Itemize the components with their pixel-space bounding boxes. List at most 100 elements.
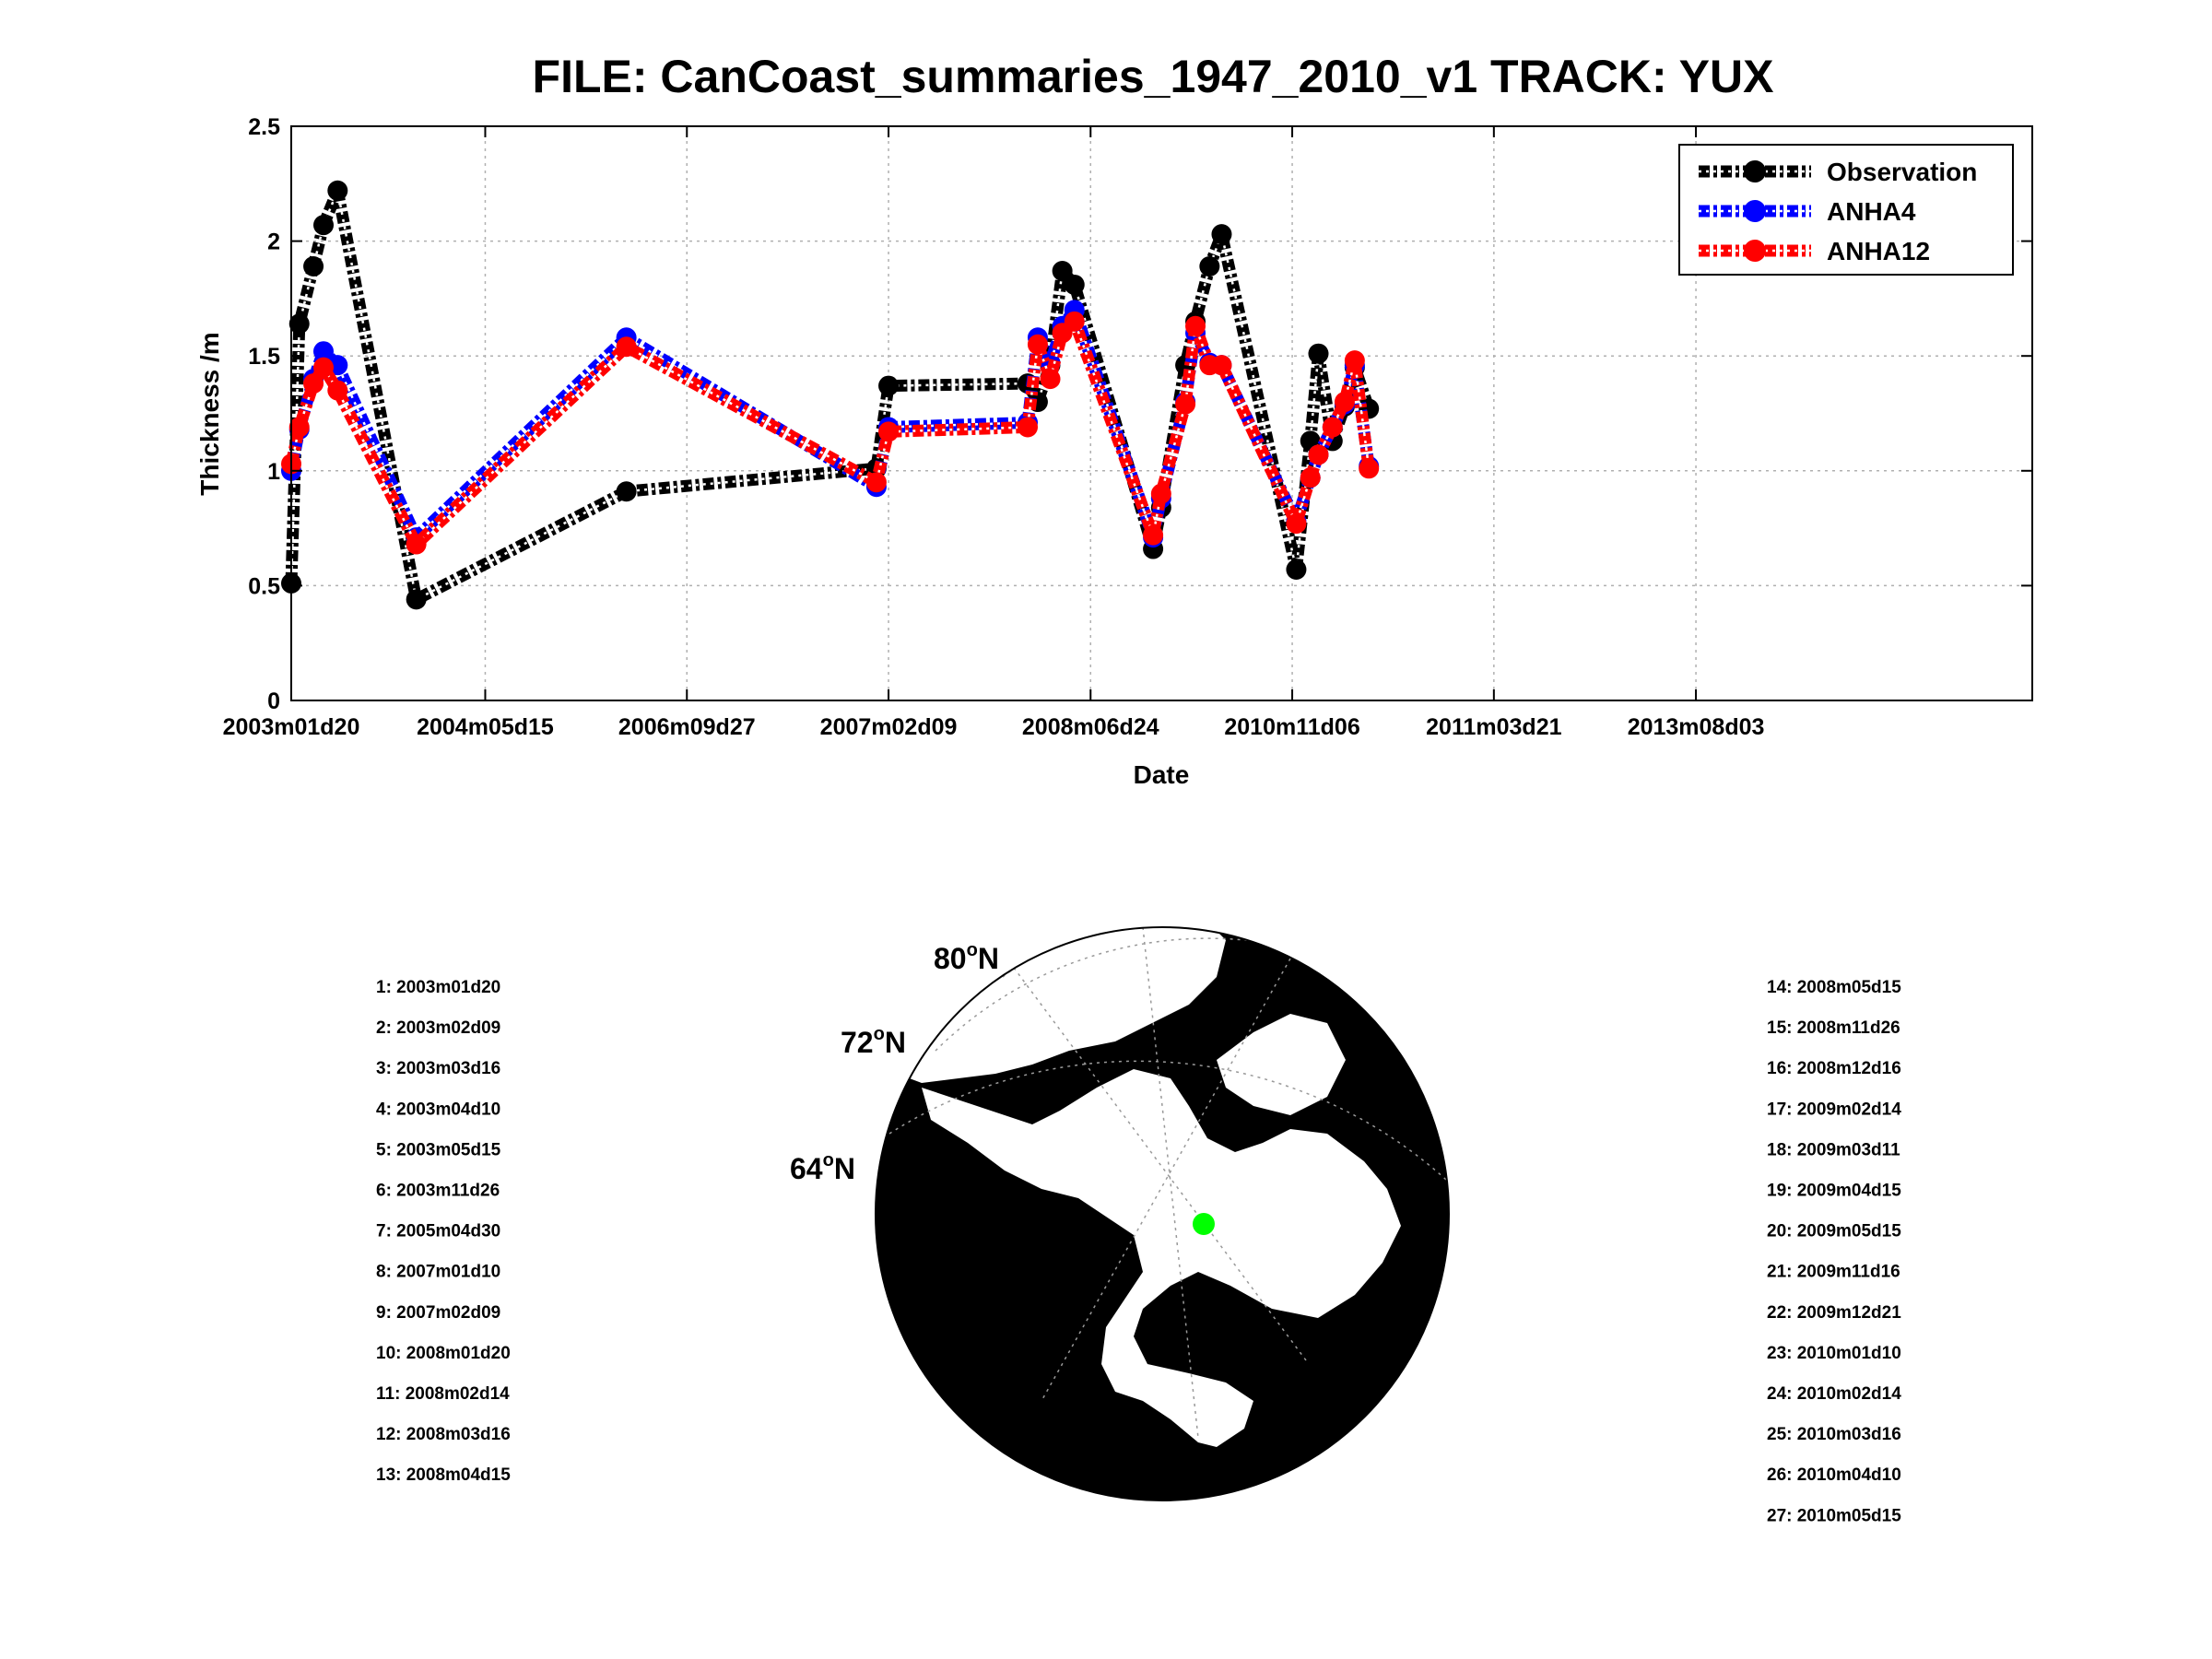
data-point	[1359, 458, 1380, 479]
date-list-item: 7: 2005m04d30	[376, 1222, 500, 1241]
x-tick-label: 2008m06d24	[1022, 714, 1159, 740]
x-tick-label: 2006m09d27	[618, 714, 756, 740]
date-list-left: 1: 2003m01d20 2: 2003m02d09 3: 2003m03d16 4…	[376, 978, 511, 1485]
data-point	[313, 341, 335, 362]
data-point	[288, 313, 310, 335]
data-point	[1300, 467, 1321, 488]
date-list-item: 4: 2003m04d10	[376, 1100, 500, 1119]
date-list-item: 16: 2008m12d16	[1767, 1059, 1901, 1078]
legend: Observation ANHA4 ANHA12	[1678, 144, 2014, 276]
data-point	[1150, 483, 1171, 504]
latitude-label: 80oN	[934, 940, 999, 975]
y-axis-ticks: 0 0.5 1 1.5 2 2.5	[248, 114, 2032, 714]
data-point	[616, 481, 637, 502]
date-list-item: 21: 2009m11d16	[1767, 1263, 1900, 1282]
series-line-highlight	[289, 309, 1371, 539]
date-list-item: 12: 2008m03d16	[376, 1425, 511, 1444]
date-list-item: 2: 2003m02d09	[376, 1018, 500, 1038]
data-point	[1185, 315, 1206, 336]
date-list-item: 13: 2008m04d15	[376, 1465, 511, 1485]
data-point	[1064, 311, 1085, 332]
data-point	[865, 472, 887, 493]
data-point	[327, 380, 348, 401]
data-point	[1199, 256, 1220, 277]
data-point	[1040, 369, 1061, 390]
date-list-right: 14: 2008m05d15 15: 2008m11d26 16: 2008m12d…	[1767, 978, 1901, 1525]
date-list-item: 6: 2003m11d26	[376, 1182, 500, 1201]
x-tick-label: 2013m08d03	[1628, 714, 1765, 740]
date-list-item: 10: 2008m01d20	[376, 1344, 511, 1363]
data-point	[1308, 343, 1329, 364]
data-point	[616, 336, 637, 358]
y-tick-label: 2.5	[248, 114, 280, 140]
figure-title: FILE: CanCoast_summaries_1947_2010_v1 TR…	[533, 51, 1774, 102]
latitude-label: 64oN	[790, 1150, 855, 1185]
series-layer	[281, 180, 1380, 610]
x-tick-label: 2004m05d15	[417, 714, 554, 740]
date-list-item: 25: 2010m03d16	[1767, 1425, 1901, 1444]
date-list-item: 9: 2007m02d09	[376, 1303, 500, 1323]
date-list-item: 20: 2009m05d15	[1767, 1222, 1901, 1241]
data-point	[406, 589, 427, 610]
y-tick-label: 1.5	[248, 344, 280, 370]
arctic-map: 80oN 72oN 64oN	[790, 926, 1450, 1501]
date-list-item: 11: 2008m02d14	[376, 1384, 510, 1404]
data-point	[1211, 224, 1232, 245]
x-tick-label: 2007m02d09	[820, 714, 958, 740]
date-list-item: 24: 2010m02d14	[1767, 1384, 1901, 1404]
data-point	[1027, 334, 1048, 355]
date-list-item: 15: 2008m11d26	[1767, 1018, 1900, 1038]
line-chart: 0 0.5 1 1.5 2 2.5 2003m01d20 2004m05d15 2006m09…	[195, 114, 2033, 789]
data-point	[327, 180, 348, 201]
legend-marker	[1744, 240, 1766, 262]
data-point	[1334, 392, 1355, 413]
latitude-label: 72oN	[841, 1024, 906, 1059]
y-tick-label: 1	[267, 459, 280, 485]
data-point	[1344, 350, 1365, 371]
date-list-item: 19: 2009m04d15	[1767, 1182, 1901, 1201]
data-point	[313, 357, 335, 378]
data-point	[303, 373, 324, 394]
plot-frame	[290, 125, 2033, 701]
date-list-item: 1: 2003m01d20	[376, 978, 500, 997]
data-point	[878, 421, 900, 442]
data-point	[1308, 444, 1329, 465]
y-tick-label: 2	[267, 229, 280, 255]
data-point	[1143, 524, 1164, 546]
series-anha12	[281, 311, 1380, 555]
date-list-item: 22: 2009m12d21	[1767, 1303, 1901, 1323]
date-list-item: 27: 2010m05d15	[1767, 1506, 1901, 1525]
data-point	[1175, 394, 1196, 415]
data-point	[406, 534, 427, 555]
data-point	[1322, 417, 1343, 438]
date-list-item: 5: 2003m05d15	[376, 1140, 501, 1159]
x-axis-ticks: 2003m01d20 2004m05d15 2006m09d27 2007m02d09…	[223, 126, 1765, 740]
data-point	[1018, 417, 1039, 438]
data-point	[1286, 559, 1307, 580]
date-list-item: 17: 2009m02d14	[1767, 1100, 1901, 1119]
x-tick-label: 2011m03d21	[1426, 714, 1561, 740]
y-axis-label: Thickness /m	[195, 332, 224, 495]
data-point	[1064, 274, 1085, 295]
date-list-item: 8: 2007m01d10	[376, 1263, 500, 1282]
data-point	[1211, 355, 1232, 376]
data-point	[288, 417, 310, 438]
data-point	[878, 375, 900, 396]
data-point	[1286, 513, 1307, 535]
legend-label: ANHA4	[1827, 197, 1916, 226]
legend-marker	[1744, 200, 1766, 222]
data-point	[303, 256, 324, 277]
date-list-item: 23: 2010m01d10	[1767, 1344, 1901, 1363]
date-list-item: 14: 2008m05d15	[1767, 978, 1901, 997]
legend-box	[1678, 144, 2014, 276]
latitude-labels: 80oN 72oN 64oN	[790, 940, 999, 1185]
site-marker	[1193, 1213, 1215, 1235]
data-point	[313, 215, 335, 236]
data-point	[1052, 260, 1073, 281]
x-axis-label: Date	[1134, 760, 1190, 789]
legend-label: ANHA12	[1827, 237, 1930, 265]
map-border	[875, 926, 1450, 1501]
legend-label: Observation	[1827, 158, 1977, 186]
x-tick-label: 2003m01d20	[223, 714, 360, 740]
